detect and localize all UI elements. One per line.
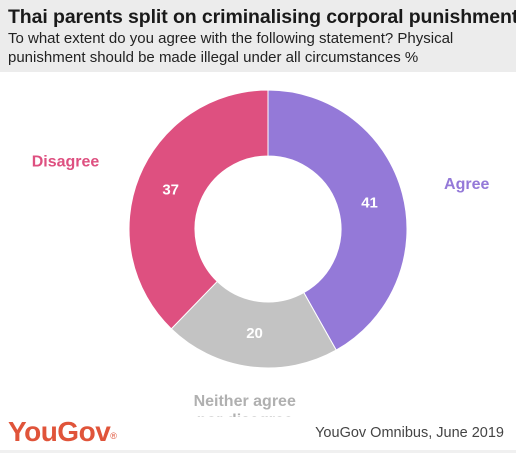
category-label-agree: Agree — [444, 176, 489, 193]
chart-subtitle: To what extent do you agree with the fol… — [8, 30, 454, 66]
source-note: YouGov Omnibus, June 2019 — [315, 425, 504, 441]
category-label-neither-agree-nor-disagree: Neither agree nor disagree — [194, 393, 296, 417]
footer-divider — [0, 450, 516, 453]
slice-disagree — [128, 89, 269, 330]
slice-neither-agree-nor-disagree — [170, 280, 337, 369]
logo-text: YouGov — [8, 416, 111, 447]
chart-title: Thai parents split on criminalising corp… — [8, 6, 516, 28]
category-label-disagree: Disagree — [32, 154, 100, 171]
category-label-line: Neither agree — [194, 393, 296, 410]
value-label-neither-agree-nor-disagree: 20 — [246, 325, 263, 342]
slice-agree — [267, 89, 408, 351]
category-label-line: nor disagree — [197, 412, 293, 417]
trademark-mark: ® — [110, 431, 117, 441]
value-label-disagree: 37 — [162, 182, 179, 199]
category-label-line: Agree — [444, 176, 489, 193]
value-label-agree: 41 — [361, 194, 378, 211]
donut-chart: 41 Agree 20 Neither agree nor disagree 37 Disa… — [32, 89, 490, 417]
category-label-line: Disagree — [32, 154, 100, 171]
yougov-logo: YouGov® — [8, 416, 117, 447]
chart-header: Thai parents split on criminalising corp… — [0, 0, 516, 72]
